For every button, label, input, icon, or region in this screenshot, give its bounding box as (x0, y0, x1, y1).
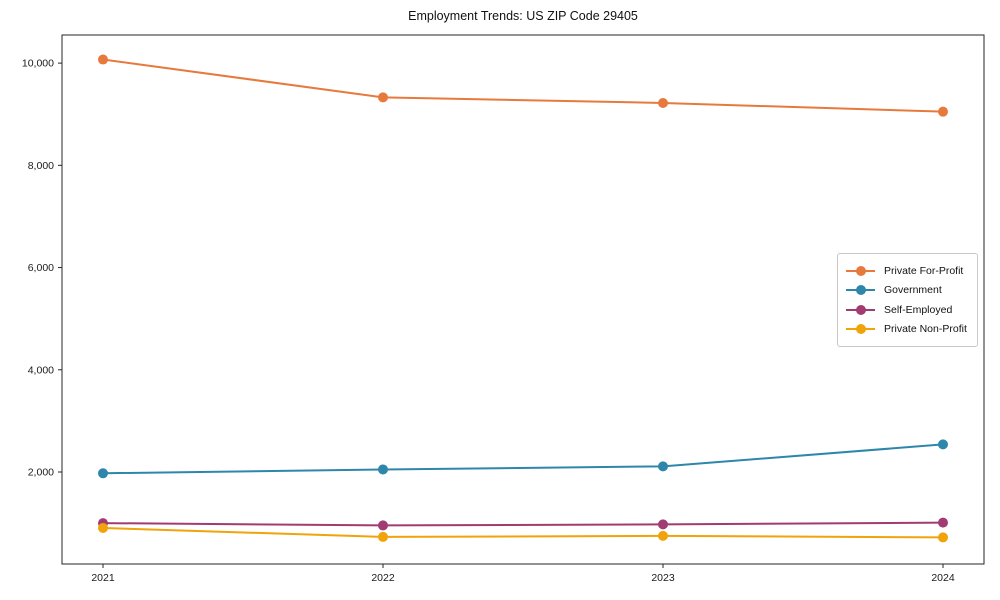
x-tick-label: 2022 (371, 572, 395, 584)
data-point-private-for-profit (98, 54, 108, 65)
data-point-private-non-profit (98, 522, 108, 533)
y-tick-label: 8,000 (28, 160, 54, 172)
legend-line-dot-icon (846, 265, 875, 276)
data-point-private-for-profit (938, 106, 948, 117)
series-line-private-non-profit (102, 526, 944, 539)
legend-label: Self-Employed (884, 303, 953, 316)
x-tick-label: 2024 (931, 572, 955, 584)
data-point-private-non-profit (378, 531, 388, 542)
data-point-government (378, 464, 388, 475)
legend-item-private-for-profit: Private For-Profit (846, 265, 969, 277)
legend-line-dot-icon (846, 285, 875, 296)
y-tick-label: 4,000 (28, 364, 54, 376)
legend-line-dot-icon (846, 324, 875, 335)
legend: Private For-Profit Government Self-Employe… (837, 253, 978, 347)
chart-title: Employment Trends: US ZIP Code 29405 (408, 9, 638, 23)
legend-item-private-non-profit: Private Non-Profit (846, 323, 969, 335)
y-tick-label: 10,000 (22, 58, 54, 70)
data-point-private-for-profit (658, 97, 668, 108)
legend-label: Private Non-Profit (884, 323, 967, 336)
data-point-self-employed (658, 519, 668, 530)
data-point-private-non-profit (658, 530, 668, 541)
legend-label: Private For-Profit (884, 264, 964, 277)
x-tick-label: 2023 (651, 572, 675, 584)
data-point-self-employed (938, 517, 948, 528)
series-line-self-employed (102, 521, 944, 527)
plot-frame (61, 34, 985, 565)
x-tick-label: 2021 (91, 572, 115, 584)
data-point-private-for-profit (378, 92, 388, 103)
data-point-self-employed (378, 520, 388, 531)
y-tick-label: 2,000 (28, 467, 54, 479)
data-point-government (98, 468, 108, 479)
y-tick-label: 6,000 (28, 262, 54, 274)
legend-item-self-employed: Self-Employed (846, 304, 969, 316)
data-point-government (658, 461, 668, 472)
data-point-private-non-profit (938, 532, 948, 543)
legend-line-dot-icon (846, 304, 875, 315)
data-point-government (938, 439, 948, 450)
series-line-private-for-profit (102, 58, 944, 113)
legend-label: Government (884, 284, 942, 297)
series-line-government (102, 443, 944, 475)
legend-item-government: Government (846, 284, 969, 296)
